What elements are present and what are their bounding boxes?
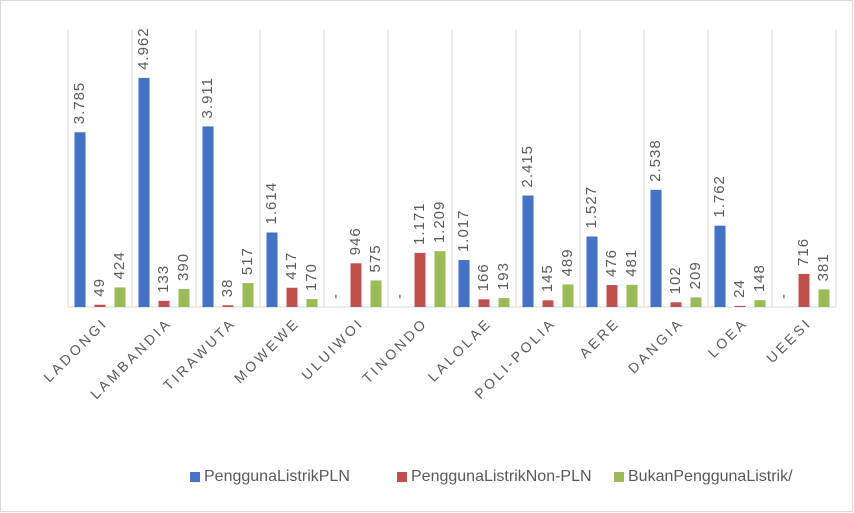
- bar: [754, 300, 766, 307]
- bar: [222, 305, 234, 307]
- data-label: 3.785: [71, 82, 88, 125]
- data-label: 1.527: [583, 186, 600, 229]
- data-label: 193: [495, 262, 512, 290]
- data-label: 476: [603, 249, 620, 277]
- bar: [606, 285, 618, 307]
- data-label: 1.171: [411, 202, 428, 245]
- data-label: 133: [155, 265, 172, 293]
- bar: [498, 298, 510, 307]
- data-label: 424: [111, 251, 128, 279]
- bar: [586, 236, 598, 307]
- bar: [178, 288, 190, 307]
- data-label: 170: [303, 263, 320, 291]
- legend-label: PenggunaListrikPLN: [204, 468, 350, 485]
- data-label: 716: [795, 238, 812, 266]
- data-label: 49: [91, 278, 108, 297]
- data-label: 946: [347, 227, 364, 255]
- bar: [266, 232, 278, 307]
- data-label: 2.538: [647, 139, 664, 182]
- bar: [370, 280, 382, 307]
- legend-label: BukanPenggunaListrik/: [628, 468, 793, 485]
- bar: [818, 289, 830, 307]
- data-label: 209: [687, 261, 704, 289]
- bar: [94, 304, 106, 307]
- bar: [542, 300, 554, 307]
- data-label: 102: [667, 266, 684, 294]
- data-label: 517: [239, 247, 256, 275]
- bar: [74, 132, 86, 307]
- data-label: 24: [731, 279, 748, 298]
- bar: [798, 273, 810, 307]
- data-label: 4.962: [135, 27, 152, 70]
- bar: [434, 251, 446, 307]
- bar: [138, 77, 150, 308]
- data-label: -: [391, 293, 408, 299]
- bar: [458, 260, 470, 307]
- bar: [202, 126, 214, 307]
- data-label: 145: [539, 264, 556, 292]
- legend-swatch: [190, 472, 200, 482]
- data-label: 38: [219, 279, 236, 298]
- bar: [306, 299, 318, 307]
- bar: [522, 195, 534, 307]
- data-label: 1.614: [263, 182, 280, 225]
- data-label: 417: [283, 252, 300, 280]
- bar: [734, 305, 746, 307]
- data-label: 2.415: [519, 145, 536, 188]
- data-label: 575: [367, 244, 384, 272]
- data-label: -: [775, 293, 792, 299]
- bar: [690, 297, 702, 307]
- bar: [714, 225, 726, 307]
- data-label: 1.017: [455, 210, 472, 253]
- data-label: 489: [559, 248, 576, 276]
- data-label: -: [327, 293, 344, 299]
- bar: [670, 302, 682, 307]
- bar: [114, 287, 126, 307]
- legend-swatch: [397, 472, 407, 482]
- bar: [350, 263, 362, 307]
- data-label: 148: [751, 264, 768, 292]
- legend-swatch: [614, 472, 624, 482]
- data-label: 3.911: [199, 77, 216, 118]
- bar: [478, 299, 490, 307]
- bar: [286, 287, 298, 307]
- bar: [650, 189, 662, 307]
- bar: [626, 284, 638, 307]
- bar: [562, 284, 574, 307]
- legend-label: PenggunaListrikNon-PLN: [411, 468, 592, 485]
- data-label: 1.209: [431, 201, 448, 244]
- data-label: 381: [815, 253, 832, 281]
- bar: [158, 300, 170, 307]
- bar: [242, 283, 254, 307]
- data-label: 481: [623, 249, 640, 277]
- bar: [414, 252, 426, 307]
- data-label: 390: [175, 253, 192, 281]
- data-label: 1.762: [711, 175, 728, 218]
- data-label: 166: [475, 263, 492, 291]
